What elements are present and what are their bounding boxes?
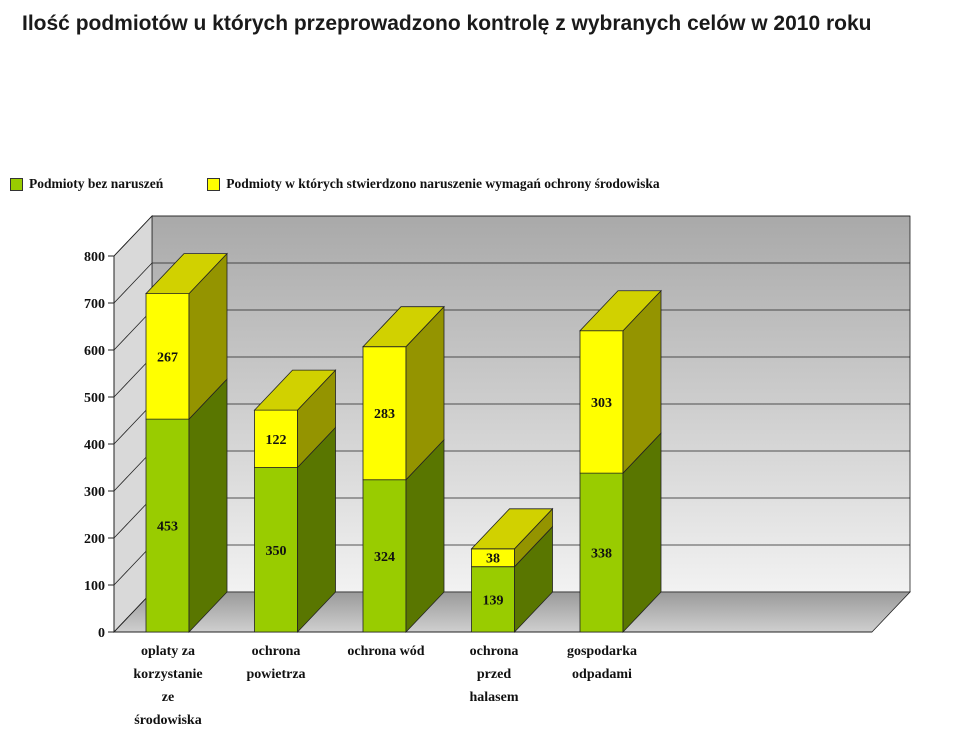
legend-label-no-violations: Podmioty bez naruszeń xyxy=(29,176,164,191)
legend-item-violations: Podmioty w których stwierdzono naruszeni… xyxy=(207,176,660,192)
bar-top-1 xyxy=(145,253,228,295)
legend-item-no-violations: Podmioty bez naruszeń xyxy=(10,176,163,192)
bar-top-2 xyxy=(253,369,337,411)
y-tick-label: 0 xyxy=(98,626,105,641)
category-label-4: ochrona przed halasem xyxy=(469,644,519,705)
data-label-4-s2: 38 xyxy=(486,552,500,567)
data-label-2-s1: 350 xyxy=(266,544,287,559)
y-tick-label: 400 xyxy=(84,438,105,453)
legend-swatch-yellow xyxy=(207,177,221,191)
category-label-2: ochrona powietrza xyxy=(246,644,306,682)
y-tick-label: 100 xyxy=(84,579,105,594)
data-label-4-s1: 139 xyxy=(483,593,504,608)
category-label-3: ochrona wód xyxy=(347,644,425,659)
data-label-3-s2: 283 xyxy=(374,407,395,422)
data-label-3-s1: 324 xyxy=(374,550,395,565)
bar-top-4 xyxy=(470,508,554,550)
legend-swatch-green xyxy=(10,177,23,191)
y-tick-label: 200 xyxy=(84,532,105,547)
gridline-side xyxy=(113,262,153,304)
bar-side-1-s1 xyxy=(188,378,228,634)
data-label-5-s1: 338 xyxy=(591,547,612,562)
y-tick-label: 300 xyxy=(84,485,105,500)
data-label-2-s2: 122 xyxy=(266,433,287,448)
legend: Podmioty bez naruszeń Podmioty w których… xyxy=(10,174,704,194)
bar-top-3 xyxy=(362,306,445,348)
data-label-5-s2: 303 xyxy=(591,396,612,411)
chart-title: Ilość podmiotów u których przeprowadzono… xyxy=(22,12,872,35)
data-label-1-s2: 267 xyxy=(157,350,178,365)
bar-top-5 xyxy=(579,290,662,332)
gridline-side xyxy=(113,215,153,257)
category-label-5: gospodarka odpadami xyxy=(566,644,638,682)
legend-label-violations: Podmioty w których stwierdzono naruszeni… xyxy=(226,176,660,191)
category-label-1: oplaty za korzystanie ze środowiska xyxy=(133,644,203,728)
y-tick-label: 800 xyxy=(84,250,105,265)
y-tick-label: 700 xyxy=(84,297,105,312)
y-tick-label: 500 xyxy=(84,391,105,406)
y-tick-label: 600 xyxy=(84,344,105,359)
data-label-1-s1: 453 xyxy=(157,520,178,535)
